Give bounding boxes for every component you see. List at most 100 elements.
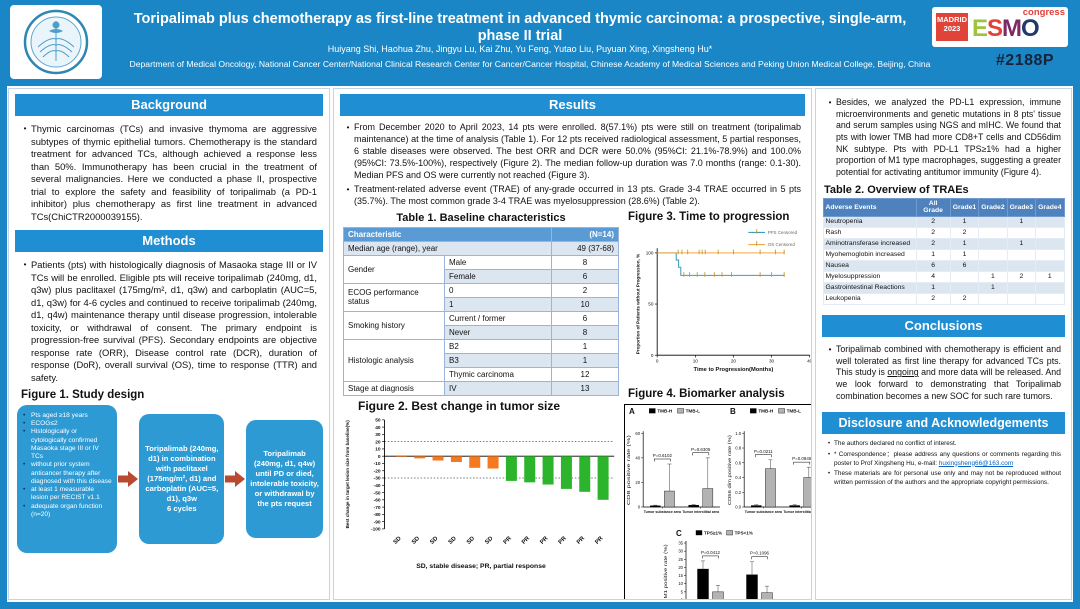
background-paragraph: • Thymic carcinomas (TCs) and invasive t…	[9, 116, 329, 225]
svg-text:0: 0	[681, 598, 684, 600]
disclosure-item-2: • * Correspondence：please address any qu…	[816, 450, 1071, 469]
figure1-eligibility-box: • Pts aged ≥18 years • ECOG≤2 • Histologica…	[17, 405, 118, 553]
figure2-waterfall-chart: 50 40 30 20 10 0 -10 -20 -30 -40 -50 -60 -70 -80 -90 -1…	[342, 415, 620, 565]
esmo-city-badge: MADRID 2023	[936, 13, 968, 41]
svg-text:TMB-L: TMB-L	[686, 408, 701, 413]
svg-text:40: 40	[807, 358, 812, 363]
svg-text:SD: SD	[393, 535, 404, 546]
svg-text:20: 20	[635, 480, 640, 485]
svg-text:35: 35	[678, 541, 683, 546]
right-column: • Besides, we analyzed the PD-L1 express…	[815, 88, 1072, 600]
svg-text:30: 30	[769, 358, 775, 363]
svg-text:0.2: 0.2	[735, 490, 742, 495]
svg-text:0.4: 0.4	[735, 475, 742, 480]
figure2-title: Figure 2. Best change in tumor size	[358, 398, 561, 413]
svg-text:P=0.6102: P=0.6102	[653, 453, 673, 458]
svg-text:20: 20	[731, 358, 737, 363]
figure4-title: Figure 4. Biomarker analysis	[628, 387, 785, 400]
svg-text:-10: -10	[374, 461, 381, 467]
svg-text:Proportion of Patients without: Proportion of Patients without Progressi…	[636, 253, 641, 354]
bullet-marker: •	[828, 344, 832, 354]
figure1-title: Figure 1. Study design	[21, 389, 145, 401]
svg-text:-90: -90	[374, 519, 381, 525]
figure3-title: Figure 3. Time to progression	[628, 210, 790, 223]
bullet-marker: •	[346, 123, 350, 132]
svg-text:Best change in target lesion s: Best change in target lesion size from b…	[345, 420, 350, 529]
svg-text:P=0.1096: P=0.1096	[750, 551, 769, 556]
methods-section-header: Methods	[15, 230, 323, 252]
arrow-right-icon	[224, 470, 246, 488]
arrow-right-icon	[117, 470, 139, 488]
bullet-marker: •	[827, 451, 831, 458]
svg-text:-100: -100	[371, 526, 381, 532]
svg-text:SD: SD	[484, 535, 495, 546]
figure1-diagram: • Pts aged ≥18 years • ECOG≤2 • Histologica…	[9, 403, 329, 553]
svg-text:100: 100	[646, 250, 654, 255]
svg-text:50: 50	[375, 417, 381, 423]
svg-text:SD: SD	[429, 535, 440, 546]
svg-text:30: 30	[375, 432, 381, 438]
hospital-logo	[10, 5, 102, 79]
results-paragraph-1: • From December 2020 to April 2023, 14 p…	[334, 116, 811, 182]
bullet-marker: •	[827, 441, 831, 448]
figure4-panel-c: 05101520253035CTPS≥1%TPS<1%P=0.0412Tumor…	[662, 527, 790, 600]
svg-text:Tumor interstitial area: Tumor interstitial area	[682, 510, 719, 514]
svg-text:Tumor substance area: Tumor substance area	[644, 510, 681, 514]
svg-text:0: 0	[651, 353, 654, 358]
disclosure-item-3: • These materials are for personal use o…	[816, 469, 1071, 488]
middle-column: Results • From December 2020 to April 20…	[333, 88, 812, 600]
biomarker-paragraph: • Besides, we analyzed the PD-L1 express…	[816, 89, 1071, 181]
poster-title: Toripalimab plus chemotherapy as first-l…	[133, 11, 907, 45]
figure4-panels-box: 0 20 40 60 A TMB-H TMB-L P=0.6102 Tumor substanc…	[624, 403, 812, 600]
svg-text:CD8 positive rate (%): CD8 positive rate (%)	[626, 434, 631, 505]
bullet-marker: •	[346, 184, 350, 194]
svg-text:0.8: 0.8	[735, 445, 742, 450]
svg-text:PR: PR	[521, 535, 532, 546]
svg-text:30: 30	[678, 549, 683, 554]
disclosure-item-1: • The authors declared no conflict of in…	[816, 439, 1071, 450]
results-paragraph-2: • Treatment-related adverse event (TRAE)…	[334, 182, 811, 208]
table2-title: Table 2. Overview of TRAEs	[824, 183, 969, 196]
figure4-panel-a: 0 20 40 60 A TMB-H TMB-L P=0.6102 Tumor substanc…	[625, 405, 726, 527]
bullet-marker: •	[828, 98, 832, 107]
background-section-header: Background	[15, 94, 323, 116]
svg-text:0: 0	[656, 358, 659, 363]
svg-text:SD: SD	[448, 535, 459, 546]
results-figures-row: Table 1. Baseline characteristics Charac…	[334, 208, 812, 600]
bullet-marker: •	[827, 471, 831, 478]
svg-text:PR: PR	[576, 535, 587, 546]
bullet-marker: •	[23, 124, 27, 133]
correspondence-email-link[interactable]: huxingsheng66@163.com	[938, 459, 1014, 467]
svg-text:0.0: 0.0	[735, 504, 742, 509]
svg-text:10: 10	[678, 581, 683, 586]
svg-text:Time to Progression(Months): Time to Progression(Months)	[694, 367, 774, 373]
svg-text:PR: PR	[503, 535, 514, 546]
poster-number: #2188P	[995, 52, 1055, 69]
trae-table: Adverse Events All Grade Grade1 Grade2 Grade…	[822, 197, 1065, 305]
svg-text:TPS≥1%: TPS≥1%	[704, 531, 722, 536]
svg-text:TMB-H: TMB-H	[758, 408, 774, 413]
svg-text:-30: -30	[374, 476, 381, 482]
svg-text:Tumor interstitial area: Tumor interstitial area	[783, 510, 812, 514]
svg-text:P=0.0211: P=0.0211	[754, 449, 773, 454]
svg-text:40: 40	[375, 425, 381, 431]
svg-text:5: 5	[681, 589, 684, 594]
svg-text:-70: -70	[374, 505, 381, 511]
conclusions-section-header: Conclusions	[822, 314, 1065, 337]
svg-text:-50: -50	[374, 490, 381, 496]
esmo-year: 2023	[943, 23, 961, 33]
figure2-footnote: SD, stable disease; PR, partial response	[416, 562, 546, 570]
results-left-subcolumn: Table 1. Baseline characteristics Charac…	[338, 208, 624, 599]
results-right-subcolumn: Figure 3. Time to progression 0 10 20 30 40 0…	[624, 208, 812, 600]
svg-text:25: 25	[678, 557, 683, 562]
bullet-marker: •	[23, 260, 27, 269]
authors-line: Huiyang Shi, Haohua Zhu, Jingyu Lu, Kai …	[327, 44, 713, 54]
baseline-characteristics-table: Characteristic (N=14) Median age (range), …	[343, 226, 619, 396]
esmo-city: MADRID	[937, 15, 967, 24]
affiliation-line: Department of Medical Oncology, National…	[129, 59, 931, 69]
svg-text:SD: SD	[466, 535, 477, 546]
svg-text:0: 0	[378, 454, 381, 460]
svg-text:-60: -60	[374, 497, 381, 503]
esmo-congress-logo: MADRID 2023 ESMO congress	[932, 7, 1068, 47]
left-column: Background • Thymic carcinomas (TCs) and…	[8, 88, 330, 600]
